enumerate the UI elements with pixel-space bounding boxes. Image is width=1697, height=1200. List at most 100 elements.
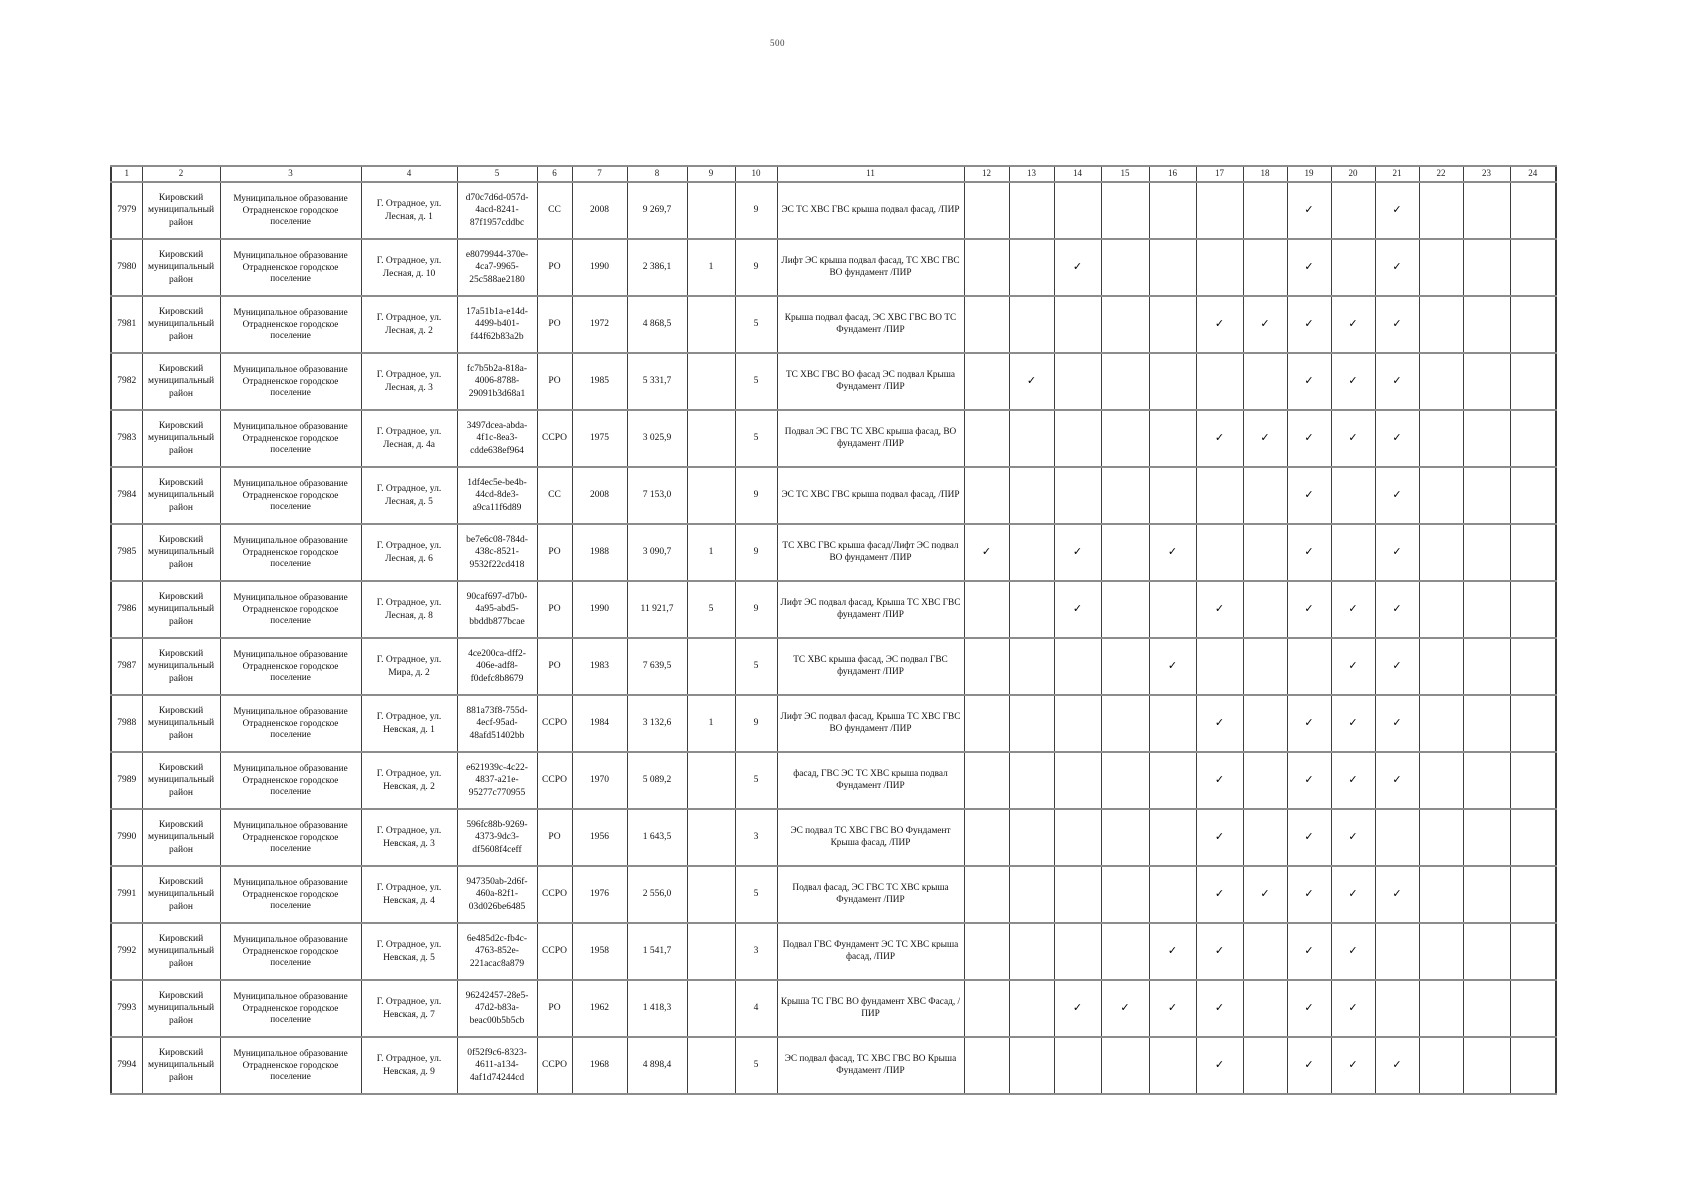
district-cell: Кировский муниципальный район xyxy=(141,922,221,981)
check-cell-23 xyxy=(1462,865,1511,924)
works-cell: фасад, ГВС ЭС ТС ХВС крыша подвал Фундам… xyxy=(776,751,965,810)
check-cell-16: ✓ xyxy=(1148,979,1197,1038)
municipality-cell: Муниципальное образование Отрадненское г… xyxy=(219,808,362,867)
check-icon: ✓ xyxy=(1392,488,1402,502)
col-9-cell xyxy=(686,808,736,867)
check-icon: ✓ xyxy=(1392,1058,1402,1072)
account-type-cell: РО xyxy=(536,580,573,639)
column-header-4: 4 xyxy=(360,165,458,183)
address-cell: Г. Отрадное, ул. Невская, д. 2 xyxy=(360,751,458,810)
check-icon: ✓ xyxy=(1304,1058,1314,1072)
works-cell: ЭС ТС ХВС ГВС крыша подвал фасад, /ПИР xyxy=(776,466,965,525)
municipality-cell: Муниципальное образование Отрадненское г… xyxy=(219,637,362,696)
check-cell-19: ✓ xyxy=(1286,694,1332,753)
check-cell-22 xyxy=(1418,865,1464,924)
check-cell-15 xyxy=(1100,409,1150,468)
check-icon: ✓ xyxy=(1260,887,1270,901)
check-cell-18 xyxy=(1242,808,1288,867)
address-cell: Г. Отрадное, ул. Лесная, д. 1 xyxy=(360,181,458,240)
check-cell-18 xyxy=(1242,466,1288,525)
table-row: 7991 Кировский муниципальный район Муницип… xyxy=(110,865,1557,924)
check-cell-15 xyxy=(1100,751,1150,810)
building-uuid-cell: 90caf697-d7b0-4a95-abd5-bbddb877bcae xyxy=(456,580,538,639)
account-type-cell: РО xyxy=(536,295,573,354)
check-cell-12 xyxy=(963,409,1010,468)
row-number-cell: 7986 xyxy=(110,580,143,639)
check-icon: ✓ xyxy=(1348,659,1358,673)
row-number-cell: 7980 xyxy=(110,238,143,297)
row-number-cell: 7993 xyxy=(110,979,143,1038)
year-cell: 2008 xyxy=(571,466,628,525)
check-cell-16 xyxy=(1148,238,1197,297)
check-cell-18: ✓ xyxy=(1242,409,1288,468)
address-cell: Г. Отрадное, ул. Невская, д. 4 xyxy=(360,865,458,924)
col-10-cell: 5 xyxy=(734,295,778,354)
area-cell: 2 556,0 xyxy=(626,865,688,924)
table-row: 7987 Кировский муниципальный район Муницип… xyxy=(110,637,1557,696)
building-uuid-cell: fc7b5b2a-818a-4006-8788-29091b3d68a1 xyxy=(456,352,538,411)
check-cell-24 xyxy=(1509,865,1557,924)
check-cell-23 xyxy=(1462,352,1511,411)
check-cell-19: ✓ xyxy=(1286,295,1332,354)
year-cell: 1972 xyxy=(571,295,628,354)
check-cell-14 xyxy=(1053,808,1102,867)
check-cell-23 xyxy=(1462,1036,1511,1095)
row-number-cell: 7994 xyxy=(110,1036,143,1095)
row-number-cell: 7981 xyxy=(110,295,143,354)
address-cell: Г. Отрадное, ул. Лесная, д. 10 xyxy=(360,238,458,297)
account-type-cell: РО xyxy=(536,352,573,411)
check-cell-21: ✓ xyxy=(1374,295,1420,354)
year-cell: 1976 xyxy=(571,865,628,924)
col-10-cell: 9 xyxy=(734,694,778,753)
col-9-cell xyxy=(686,922,736,981)
check-cell-18 xyxy=(1242,751,1288,810)
check-icon: ✓ xyxy=(1214,716,1225,730)
row-number-cell: 7988 xyxy=(110,694,143,753)
table-row: 7993 Кировский муниципальный район Муницип… xyxy=(110,979,1557,1038)
check-cell-22 xyxy=(1418,238,1464,297)
district-cell: Кировский муниципальный район xyxy=(141,352,221,411)
check-icon: ✓ xyxy=(1214,1001,1225,1015)
works-cell: Подвал фасад, ЭС ГВС ТС ХВС крыша Фундам… xyxy=(776,865,965,924)
check-icon: ✓ xyxy=(1304,488,1314,502)
check-icon: ✓ xyxy=(1167,1001,1178,1015)
check-cell-14 xyxy=(1053,295,1102,354)
check-icon: ✓ xyxy=(1304,317,1314,331)
check-icon: ✓ xyxy=(1304,431,1314,445)
works-cell: Подвал ЭС ГВС ТС ХВС крыша фасад, ВО фун… xyxy=(776,409,965,468)
check-icon: ✓ xyxy=(1072,1001,1083,1015)
column-header-5: 5 xyxy=(456,165,538,183)
year-cell: 1962 xyxy=(571,979,628,1038)
check-icon: ✓ xyxy=(1348,887,1358,901)
district-cell: Кировский муниципальный район xyxy=(141,580,221,639)
col-9-cell xyxy=(686,409,736,468)
check-cell-21: ✓ xyxy=(1374,466,1420,525)
check-cell-21: ✓ xyxy=(1374,694,1420,753)
table-row: 7980 Кировский муниципальный район Муницип… xyxy=(110,238,1557,297)
row-number-cell: 7992 xyxy=(110,922,143,981)
address-cell: Г. Отрадное, ул. Лесная, д. 2 xyxy=(360,295,458,354)
col-10-cell: 5 xyxy=(734,1036,778,1095)
check-icon: ✓ xyxy=(1214,887,1225,901)
column-header-6: 6 xyxy=(536,165,573,183)
year-cell: 1984 xyxy=(571,694,628,753)
row-number-cell: 7985 xyxy=(110,523,143,582)
check-cell-14 xyxy=(1053,865,1102,924)
check-cell-20: ✓ xyxy=(1330,808,1376,867)
check-cell-14 xyxy=(1053,466,1102,525)
column-header-9: 9 xyxy=(686,165,736,183)
check-cell-13 xyxy=(1008,751,1055,810)
table-row: 7994 Кировский муниципальный район Муницип… xyxy=(110,1036,1557,1095)
address-cell: Г. Отрадное, ул. Невская, д. 5 xyxy=(360,922,458,981)
check-cell-12 xyxy=(963,466,1010,525)
check-cell-14: ✓ xyxy=(1053,979,1102,1038)
table-row: 7988 Кировский муниципальный район Муницип… xyxy=(110,694,1557,753)
check-cell-24 xyxy=(1509,523,1557,582)
municipality-cell: Муниципальное образование Отрадненское г… xyxy=(219,238,362,297)
area-cell: 11 921,7 xyxy=(626,580,688,639)
check-icon: ✓ xyxy=(1214,602,1225,616)
column-header-14: 14 xyxy=(1053,165,1102,183)
check-cell-15 xyxy=(1100,1036,1150,1095)
check-icon: ✓ xyxy=(981,545,992,559)
works-cell: ЭС ТС ХВС ГВС крыша подвал фасад, /ПИР xyxy=(776,181,965,240)
